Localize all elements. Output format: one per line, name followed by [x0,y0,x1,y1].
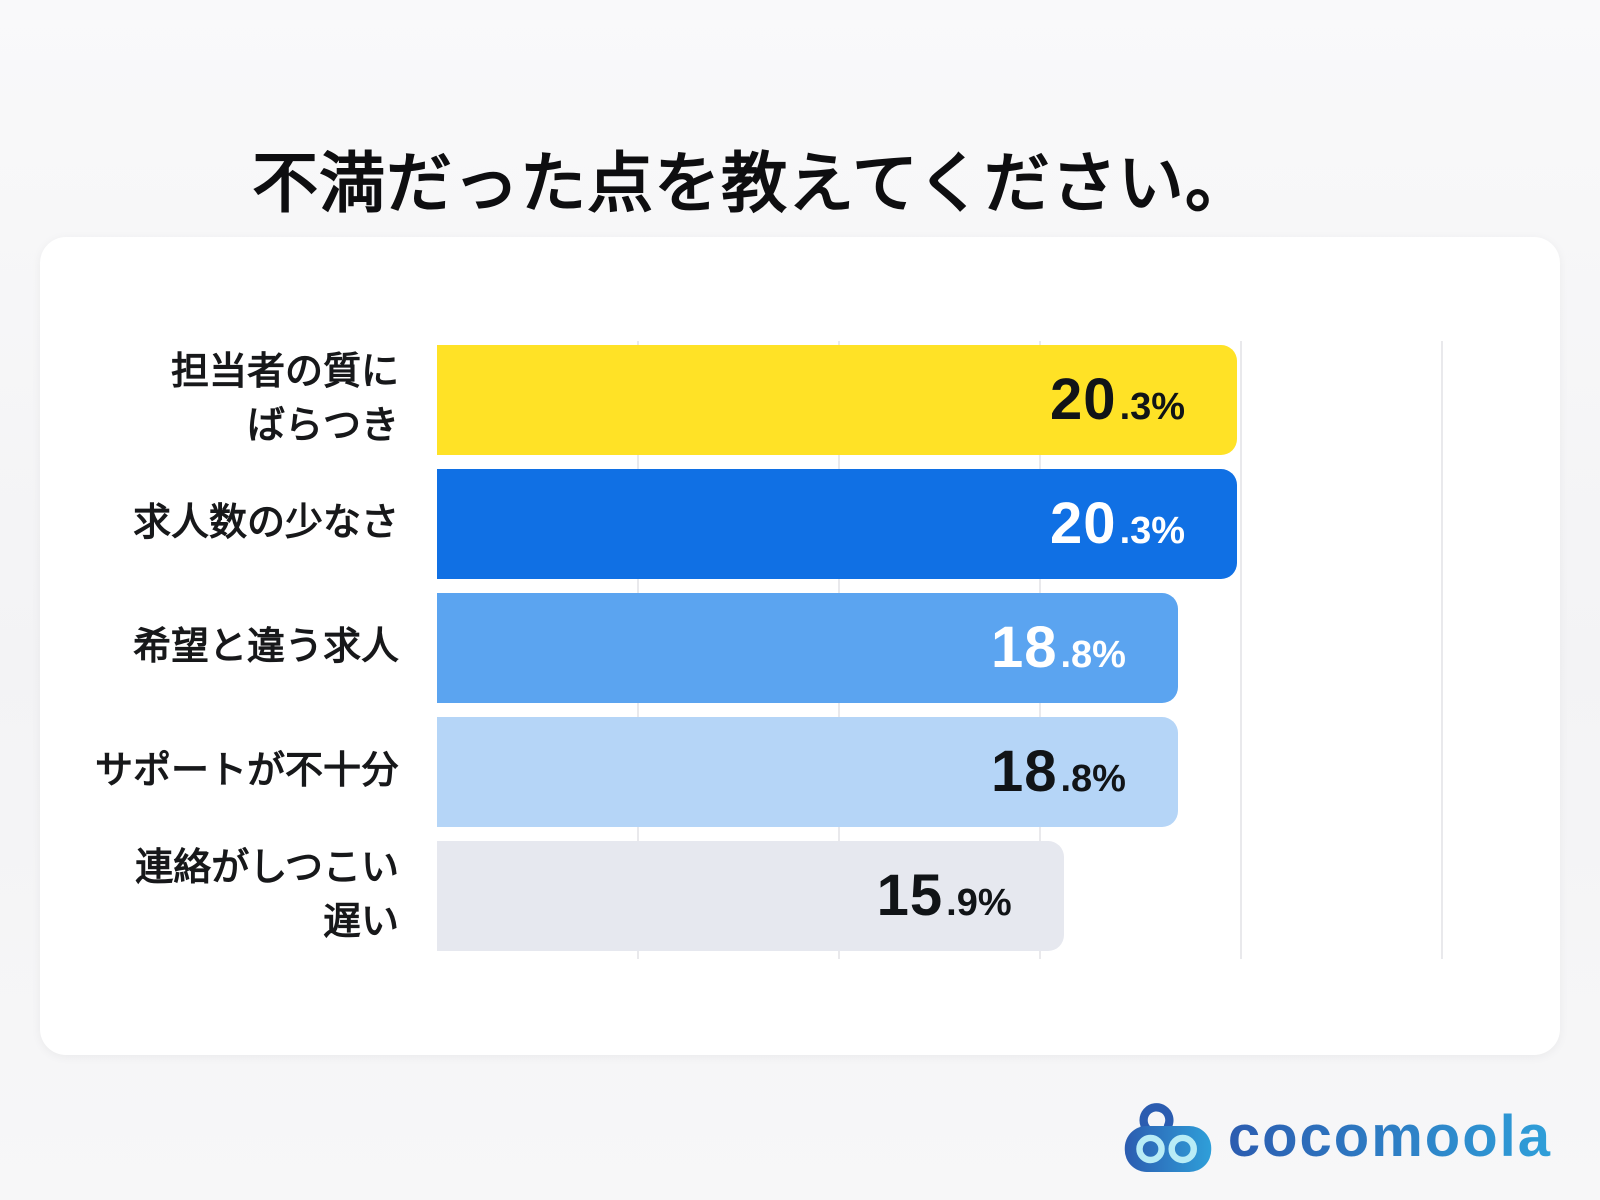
chart-title: 不満だった点を教えてください。 [252,146,1252,221]
plot-area: 担当者の質に ばらつき 20.3% 求人数の少なさ 20.3% 希望と違う求人 18.8% サ… [40,341,1560,959]
value-label: 20.3% [1050,495,1185,553]
category-label: 担当者の質にばらつき [40,345,399,455]
category-label-line: サポートが不十分 [94,750,399,793]
value-label: 15.9% [877,867,1012,925]
value-integer: 20 [1050,491,1117,556]
value-fraction: .8% [1060,634,1126,676]
value-integer: 20 [1050,367,1117,432]
logo-text: cocomoola [1227,1104,1552,1169]
category-label-line: 連絡がしつこい [135,847,399,890]
category-label-line: 担当者の質に [170,351,399,394]
value-integer: 15 [876,863,944,928]
category-label: サポートが不十分 [40,717,399,827]
value-label: 18.8% [991,619,1126,677]
gridline [1240,341,1242,959]
category-label-line: 遅い [322,901,399,943]
bar-row: 連絡がしつこい遅い 15.9% [40,841,1560,951]
bar: 18.8% [437,593,1178,703]
cocomoola-robot-icon [1124,1103,1212,1172]
bar: 20.3% [437,469,1238,579]
value-integer: 18 [990,615,1058,680]
bar: 15.9% [437,841,1064,951]
value-fraction: .3% [1119,510,1186,552]
value-fraction: .8% [1060,758,1126,800]
bar-row: サポートが不十分 18.8% [40,717,1560,827]
value-integer: 18 [990,739,1058,804]
value-label: 18.8% [991,743,1126,801]
logo: cocomoola [1122,1100,1552,1174]
value-label: 20.3% [1050,371,1185,429]
category-label: 希望と違う求人 [40,593,399,703]
bar-row: 求人数の少なさ 20.3% [40,469,1560,579]
bar-row: 希望と違う求人 18.8% [40,593,1560,703]
bar: 18.8% [437,717,1178,827]
bar-row: 担当者の質にばらつき 20.3% [40,345,1560,455]
category-label: 求人数の少なさ [40,469,399,579]
bar: 20.3% [437,345,1238,455]
category-label: 連絡がしつこい遅い [40,841,399,951]
category-label-line: 求人数の少なさ [132,502,399,545]
chart-card: 担当者の質に ばらつき 20.3% 求人数の少なさ 20.3% 希望と違う求人 18.8% サ… [40,237,1560,1055]
category-label-line: ばらつき [246,405,399,447]
category-label-line: 希望と違う求人 [132,626,399,669]
value-fraction: .9% [946,882,1012,924]
gridline [1441,341,1443,959]
value-fraction: .3% [1119,386,1186,428]
